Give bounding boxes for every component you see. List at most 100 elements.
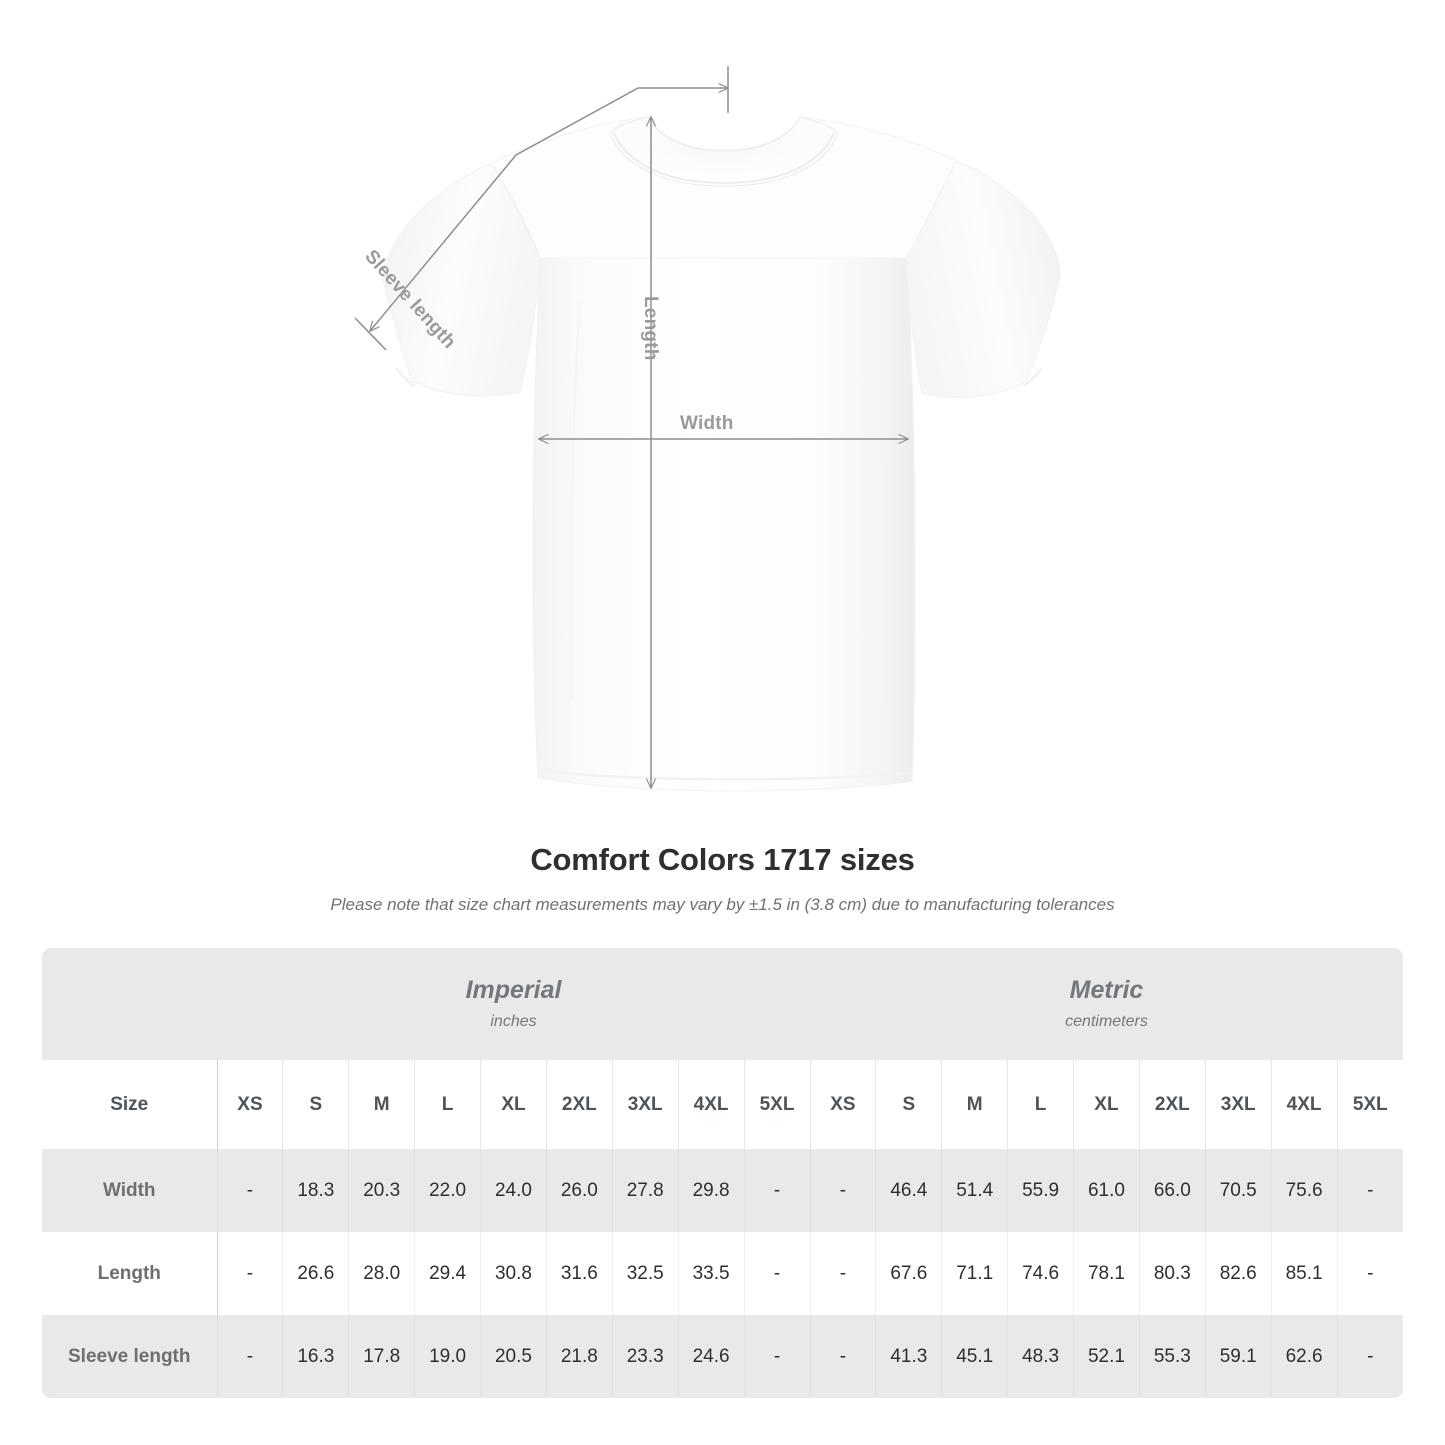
cell-length-metric-xl: 78.1 (1073, 1232, 1140, 1315)
size-header-imperial-4xl: 4XL (678, 1060, 745, 1149)
cell-sleeve-length-imperial-2xl: 21.8 (546, 1315, 613, 1398)
cell-length-metric-2xl: 80.3 (1139, 1232, 1206, 1315)
cell-width-imperial-3xl: 27.8 (612, 1149, 679, 1232)
cell-length-imperial-s: 26.6 (282, 1232, 350, 1315)
size-header-imperial-l: L (414, 1060, 482, 1149)
sleeve-length-leader-line (370, 88, 728, 331)
size-header-imperial-xl: XL (480, 1060, 547, 1149)
unit-name-metric: Metric (1069, 975, 1144, 1004)
size-header-imperial-m: M (348, 1060, 416, 1149)
cell-length-imperial-l: 29.4 (414, 1232, 482, 1315)
cell-sleeve-length-imperial-s: 16.3 (282, 1315, 350, 1398)
unit-sub-imperial: inches (490, 1013, 537, 1031)
right-sleeve-hem (1023, 367, 1043, 387)
cell-length-imperial-xs: - (216, 1232, 284, 1315)
cell-sleeve-length-metric-s: 41.3 (875, 1315, 943, 1398)
table-row: Sleeve length -16.3 17.8 19.0 20.5 21.8 23.3 24… (42, 1315, 1403, 1398)
unit-banner-metric: Metric centimeters (810, 948, 1403, 1060)
cell-width-metric-m: 51.4 (941, 1149, 1009, 1232)
cell-width-imperial-4xl: 29.8 (678, 1149, 745, 1232)
cell-sleeve-length-imperial-3xl: 23.3 (612, 1315, 679, 1398)
cell-width-metric-5xl: - (1337, 1149, 1403, 1232)
cell-length-imperial-5xl: - (744, 1232, 811, 1315)
cell-width-imperial-5xl: - (744, 1149, 811, 1232)
unit-banner-imperial: Imperial inches (217, 948, 810, 1060)
cell-length-metric-m: 71.1 (941, 1232, 1009, 1315)
cell-width-imperial-2xl: 26.0 (546, 1149, 613, 1232)
cell-width-metric-2xl: 66.0 (1139, 1149, 1206, 1232)
cell-sleeve-length-imperial-xl: 20.5 (480, 1315, 547, 1398)
cell-width-metric-l: 55.9 (1007, 1149, 1074, 1232)
cell-width-imperial-xs: - (216, 1149, 284, 1232)
size-header-imperial-3xl: 3XL (612, 1060, 679, 1149)
size-header-metric-2xl: 2XL (1139, 1060, 1206, 1149)
cell-length-metric-5xl: - (1337, 1232, 1403, 1315)
cell-width-metric-xs: - (809, 1149, 877, 1232)
unit-banner-row: Imperial inches Metric centimeters (42, 948, 1403, 1060)
sleeve-length-tick-bottom (354, 317, 387, 351)
table-row: Length -26.6 28.0 29.4 30.8 31.6 32.5 33.5- -67.… (42, 1232, 1403, 1315)
cell-length-metric-xs: - (809, 1232, 877, 1315)
length-annotation-label: Length (640, 296, 661, 361)
cell-length-metric-4xl: 85.1 (1271, 1232, 1338, 1315)
cell-width-imperial-l: 22.0 (414, 1149, 482, 1232)
cell-width-imperial-xl: 24.0 (480, 1149, 547, 1232)
cell-width-metric-xl: 61.0 (1073, 1149, 1140, 1232)
size-header-imperial-2xl: 2XL (546, 1060, 613, 1149)
unit-sub-metric: centimeters (1065, 1013, 1148, 1031)
cell-sleeve-length-metric-3xl: 59.1 (1205, 1315, 1272, 1398)
size-header-metric-l: L (1007, 1060, 1074, 1149)
size-header-imperial-s: S (282, 1060, 350, 1149)
size-header-imperial-5xl: 5XL (744, 1060, 811, 1149)
unit-banner-spacer (42, 948, 218, 1060)
size-chart-container: Imperial inches Metric centimeters Size X… (42, 948, 1403, 1398)
cell-sleeve-length-metric-m: 45.1 (941, 1315, 1009, 1398)
cell-length-imperial-3xl: 32.5 (612, 1232, 679, 1315)
shirt-shoulder-shape (491, 116, 957, 259)
tshirt-diagram-svg (354, 66, 1061, 792)
size-header-metric-xl: XL (1073, 1060, 1140, 1149)
cell-sleeve-length-imperial-5xl: - (744, 1315, 811, 1398)
cell-width-imperial-s: 18.3 (282, 1149, 350, 1232)
row-label-sleeve-length: Sleeve length (42, 1315, 218, 1398)
tolerance-note: Please note that size chart measurements… (330, 895, 1115, 914)
size-header-metric-3xl: 3XL (1205, 1060, 1272, 1149)
cell-width-imperial-m: 20.3 (348, 1149, 416, 1232)
size-header-metric-xs: XS (809, 1060, 877, 1149)
cell-length-imperial-2xl: 31.6 (546, 1232, 613, 1315)
width-annotation-label: Width (680, 413, 734, 434)
shirt-body-shape (532, 257, 916, 792)
cell-sleeve-length-metric-5xl: - (1337, 1315, 1403, 1398)
cell-length-metric-3xl: 82.6 (1205, 1232, 1272, 1315)
fold-line-right (871, 299, 882, 701)
size-header-imperial-xs: XS (216, 1060, 284, 1149)
cell-sleeve-length-imperial-m: 17.8 (348, 1315, 416, 1398)
cell-sleeve-length-metric-xs: - (809, 1315, 877, 1398)
size-header-metric-m: M (941, 1060, 1009, 1149)
cell-width-metric-s: 46.4 (875, 1149, 943, 1232)
cell-sleeve-length-imperial-xs: - (216, 1315, 284, 1398)
cell-sleeve-length-metric-4xl: 62.6 (1271, 1315, 1338, 1398)
size-header-metric-s: S (875, 1060, 943, 1149)
tshirt-illustration: Sleeve length Length Width (354, 66, 1061, 792)
cell-length-imperial-4xl: 33.5 (678, 1232, 745, 1315)
table-row: Width -18.3 20.3 22.0 24.0 26.0 27.8 29.8- -46.4… (42, 1149, 1403, 1232)
hem-line (537, 768, 913, 781)
cell-sleeve-length-imperial-l: 19.0 (414, 1315, 482, 1398)
size-chart-table: Imperial inches Metric centimeters Size X… (42, 948, 1403, 1398)
cell-sleeve-length-metric-xl: 52.1 (1073, 1315, 1140, 1398)
cell-length-imperial-xl: 30.8 (480, 1232, 547, 1315)
cell-length-metric-s: 67.6 (875, 1232, 943, 1315)
size-header-metric-5xl: 5XL (1337, 1060, 1403, 1149)
cell-width-metric-4xl: 75.6 (1271, 1149, 1338, 1232)
fold-line-left (570, 299, 581, 701)
cell-length-imperial-m: 28.0 (348, 1232, 416, 1315)
page-title: Comfort Colors 1717 sizes (530, 842, 915, 877)
cell-length-metric-l: 74.6 (1007, 1232, 1074, 1315)
size-header-row: Size XS S M L XL 2XL 3XL 4XL 5XL XS S M L XL 2XL 3XL 4XL 5… (42, 1060, 1403, 1149)
cell-sleeve-length-imperial-4xl: 24.6 (678, 1315, 745, 1398)
size-column-header: Size (42, 1060, 218, 1149)
left-sleeve-hem (395, 367, 415, 387)
cell-sleeve-length-metric-2xl: 55.3 (1139, 1315, 1206, 1398)
chart-header: Comfort Colors 1717 sizes Please note th… (0, 842, 1445, 915)
